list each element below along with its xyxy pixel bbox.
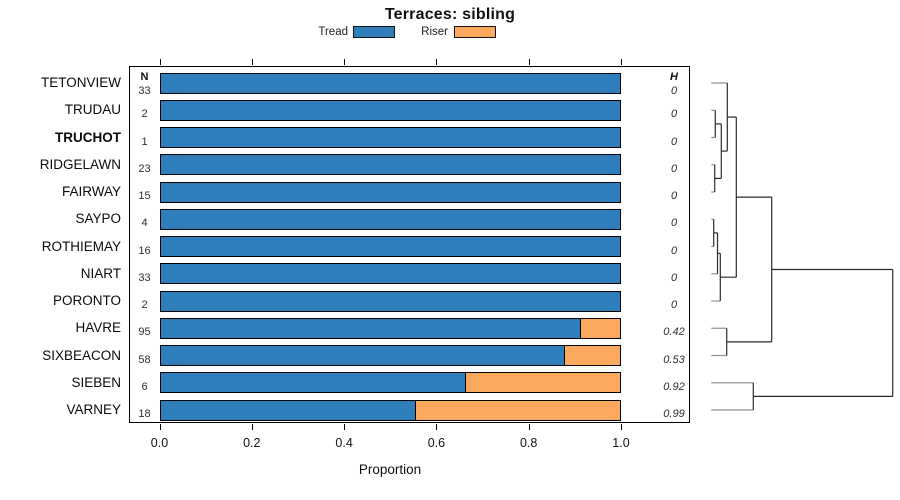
category-label: RIDGELAWN xyxy=(39,156,121,172)
h-value: 0.92 xyxy=(663,380,685,393)
bar-segment-riser xyxy=(564,346,620,365)
bar-row xyxy=(159,372,621,394)
x-axis-tick-top xyxy=(621,59,622,65)
x-axis-tick-top xyxy=(159,59,161,65)
x-axis-tick-bottom xyxy=(528,423,530,430)
x-axis-tick-top xyxy=(528,59,530,65)
bar-segment-tread xyxy=(160,346,565,365)
legend-label-tread: Tread xyxy=(318,26,348,38)
category-label: TRUDAU xyxy=(64,102,121,118)
bar-segment-tread xyxy=(160,73,620,93)
bar-segment-riser xyxy=(415,400,620,420)
category-label: HAVRE xyxy=(75,320,121,336)
h-value: 0 xyxy=(670,85,678,97)
bar-row xyxy=(159,290,621,312)
bar-row xyxy=(159,72,621,94)
bar-row xyxy=(159,399,621,421)
bar-row xyxy=(159,99,621,121)
bar-row xyxy=(159,127,621,148)
h-value: 0 xyxy=(670,217,678,230)
category-label: VARNEY xyxy=(66,402,121,417)
h-value: 0.99 xyxy=(663,408,685,420)
n-column-header: N xyxy=(140,70,149,83)
n-value: 58 xyxy=(138,353,151,366)
legend-label-riser: Riser xyxy=(421,26,448,38)
bar-row xyxy=(159,154,621,176)
x-axis-tick-bottom xyxy=(159,423,161,430)
bar-segment-tread xyxy=(160,128,620,147)
bar-row xyxy=(159,317,621,339)
h-value: 0.42 xyxy=(663,326,685,339)
bar-row xyxy=(159,208,621,230)
chart-title: Terraces: sibling xyxy=(384,6,516,23)
bar-segment-tread xyxy=(160,209,620,229)
category-label: SIEBEN xyxy=(71,374,121,390)
n-value: 95 xyxy=(138,326,151,339)
category-label: SIXBEACON xyxy=(42,347,121,363)
bar-segment-tread xyxy=(160,155,620,175)
x-axis-title: Proportion xyxy=(358,462,422,477)
bar-segment-tread xyxy=(160,373,467,393)
legend-swatch-tread xyxy=(353,26,395,38)
n-value: 1 xyxy=(141,135,148,148)
x-axis-tick-top xyxy=(344,59,346,65)
bar-segment-riser xyxy=(466,373,620,393)
bar-row xyxy=(159,345,621,366)
legend-swatch-riser xyxy=(454,26,496,38)
x-axis-tick-bottom xyxy=(251,423,253,430)
x-axis-tick-top xyxy=(436,59,438,65)
bar-segment-tread xyxy=(160,291,620,311)
bar-segment-tread xyxy=(160,100,620,120)
plot-area-box xyxy=(128,65,690,423)
category-label: TETONVIEW xyxy=(40,75,121,90)
h-value: 0 xyxy=(670,190,678,202)
h-value: 0 xyxy=(670,162,678,175)
category-label: FAIRWAY xyxy=(61,184,121,199)
x-axis-tick-label: 0.2 xyxy=(243,436,261,450)
n-value: 2 xyxy=(141,299,148,311)
n-value: 15 xyxy=(138,190,151,202)
n-value: 4 xyxy=(141,217,148,230)
n-value: 6 xyxy=(141,380,148,393)
n-value: 23 xyxy=(138,162,151,175)
x-axis-tick-bottom xyxy=(436,423,438,430)
h-value: 0 xyxy=(670,244,678,257)
bar-segment-tread xyxy=(160,182,620,202)
n-value: 2 xyxy=(141,108,148,121)
x-axis-tick-bottom xyxy=(344,423,346,430)
h-value: 0 xyxy=(670,299,678,311)
bar-segment-riser xyxy=(580,318,620,338)
x-axis-tick-label: 0.0 xyxy=(150,436,169,450)
x-axis-tick-label: 0.8 xyxy=(519,436,538,450)
n-value: 18 xyxy=(138,408,151,420)
bar-segment-tread xyxy=(160,400,416,420)
h-value: 0.53 xyxy=(663,353,685,366)
x-axis-tick-bottom xyxy=(621,423,622,430)
n-value: 33 xyxy=(138,85,151,97)
n-value: 33 xyxy=(138,271,151,284)
bar-row xyxy=(159,236,621,257)
bar-row xyxy=(159,181,621,203)
bar-row xyxy=(159,263,621,285)
category-label: SAYPO xyxy=(75,211,121,227)
x-axis-tick-label: 0.6 xyxy=(427,436,446,450)
bar-segment-tread xyxy=(160,318,581,338)
category-label: ROTHIEMAY xyxy=(41,238,121,254)
h-value: 0 xyxy=(670,108,678,121)
category-label: PORONTO xyxy=(52,293,121,308)
category-label: NIART xyxy=(80,265,121,281)
x-axis-tick-label: 1.0 xyxy=(612,436,630,450)
n-value: 16 xyxy=(138,244,151,257)
x-axis-tick-top xyxy=(251,59,253,65)
h-column-header: H xyxy=(670,70,678,83)
bar-segment-tread xyxy=(160,264,620,284)
h-value: 0 xyxy=(670,271,678,284)
h-value: 0 xyxy=(670,135,678,148)
bar-segment-tread xyxy=(160,237,620,256)
x-axis-tick-label: 0.4 xyxy=(335,436,353,450)
category-label: TRUCHOT xyxy=(55,129,121,145)
